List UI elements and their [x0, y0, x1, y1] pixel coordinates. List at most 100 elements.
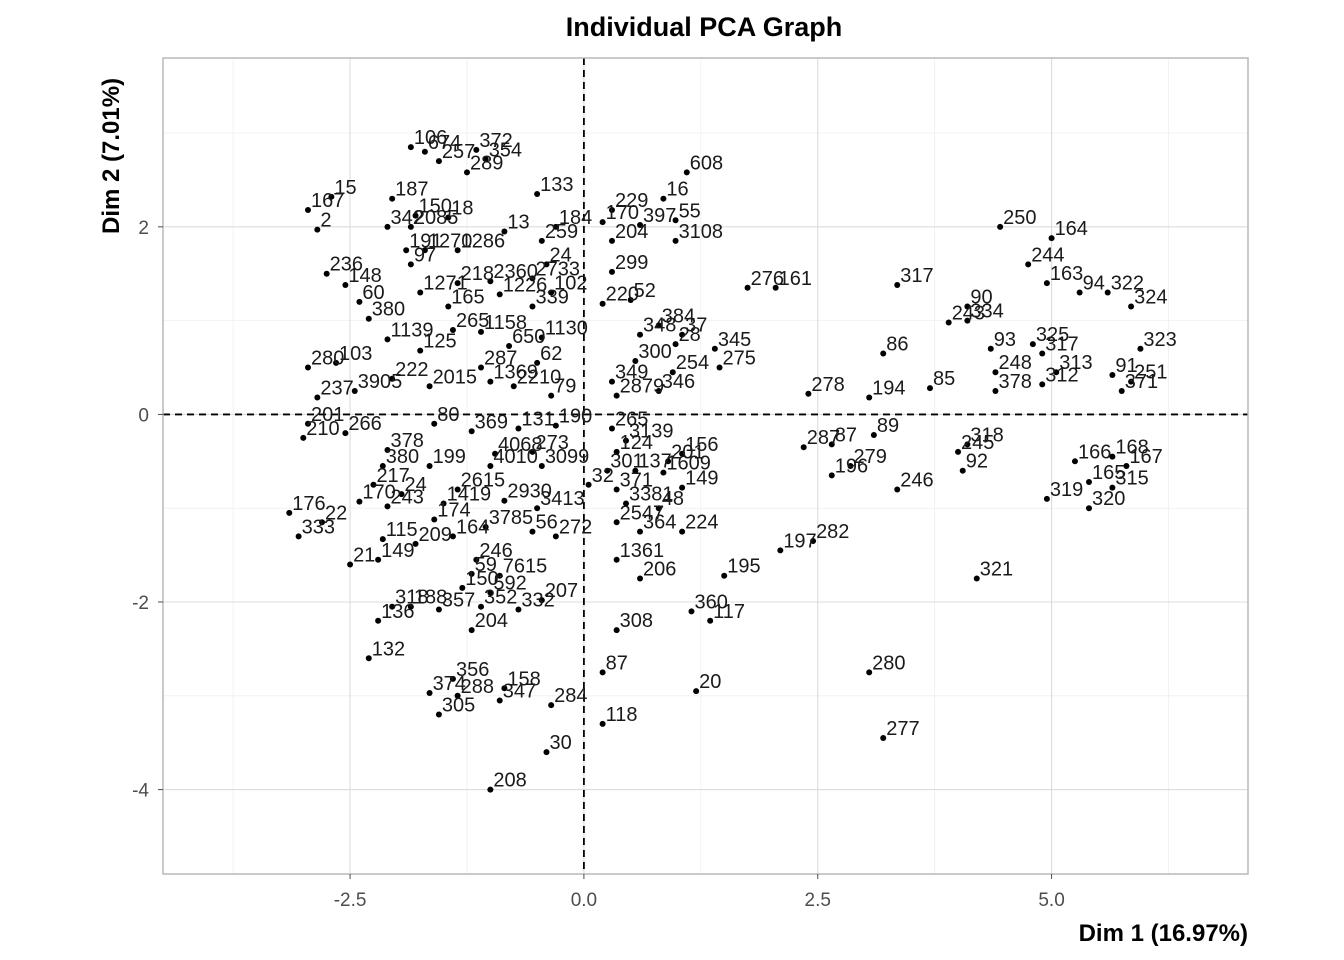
point-label: 132	[372, 638, 405, 660]
data-point	[529, 448, 536, 455]
data-point	[375, 617, 382, 624]
data-point	[707, 617, 714, 624]
data-point	[384, 447, 391, 454]
point-label: 167	[311, 190, 344, 212]
point-label: 167	[1129, 446, 1162, 468]
data-point	[426, 689, 433, 696]
data-point	[637, 221, 644, 228]
point-label: 246	[900, 469, 933, 491]
point-label: 204	[615, 221, 648, 243]
point-label: 380	[386, 446, 419, 468]
data-point	[342, 430, 349, 437]
data-point	[365, 315, 372, 322]
point-label: 18	[451, 197, 473, 219]
data-point	[1109, 453, 1116, 460]
data-point	[543, 749, 550, 756]
data-point	[534, 191, 541, 197]
data-point	[1043, 495, 1050, 502]
point-label: 90	[970, 287, 992, 309]
data-point	[721, 572, 728, 579]
point-label: 87	[606, 652, 628, 674]
chart-title: Individual PCA Graph	[566, 12, 843, 42]
data-point	[772, 284, 779, 291]
point-label: 188	[414, 587, 447, 609]
data-point	[538, 334, 545, 341]
point-label: 245	[961, 432, 994, 454]
data-point	[389, 603, 396, 610]
data-point	[716, 364, 723, 371]
data-point	[333, 359, 340, 366]
data-point	[1043, 280, 1050, 287]
point-label: 320	[1092, 488, 1125, 510]
data-point	[304, 420, 311, 427]
point-label: 315	[1115, 468, 1148, 490]
point-label: 52	[634, 280, 656, 302]
y-axis-title: Dim 2 (7.01%)	[98, 78, 125, 234]
data-point	[347, 561, 354, 568]
data-point	[407, 223, 414, 230]
data-point	[964, 441, 971, 448]
point-label: 339	[535, 287, 568, 309]
data-point	[637, 331, 644, 338]
point-label: 91	[1115, 355, 1137, 377]
point-label: 62	[540, 343, 562, 365]
data-point	[1085, 505, 1092, 512]
point-label: 308	[620, 610, 653, 632]
data-point	[585, 481, 592, 488]
data-point	[370, 481, 377, 488]
data-point	[613, 486, 620, 493]
data-point	[412, 212, 419, 219]
data-point	[672, 237, 679, 244]
data-point	[478, 603, 485, 610]
data-point	[679, 528, 686, 535]
point-label: 206	[643, 559, 676, 581]
point-label: 324	[1134, 287, 1167, 309]
data-point	[1076, 289, 1083, 296]
point-label: 2879	[620, 376, 665, 398]
x-tick-label: 5.0	[1038, 890, 1064, 911]
point-label: 1286	[461, 230, 506, 252]
point-label: 3108	[679, 221, 724, 243]
point-label: 208	[493, 770, 526, 792]
data-point	[356, 298, 363, 305]
data-point	[454, 486, 461, 493]
data-point	[548, 289, 555, 296]
data-point	[599, 669, 606, 676]
data-point	[548, 392, 555, 399]
point-label: 1369	[493, 362, 538, 384]
data-point	[744, 284, 751, 291]
point-label: 243	[390, 486, 423, 508]
data-point	[632, 357, 639, 364]
point-label: 3099	[545, 446, 590, 468]
point-label: 248	[998, 352, 1031, 374]
point-label: 28	[679, 324, 701, 346]
data-point	[608, 237, 615, 244]
point-label: 187	[395, 179, 428, 201]
point-label: 15	[334, 177, 356, 199]
data-point	[454, 692, 461, 699]
data-point	[435, 711, 442, 718]
point-label: 16	[666, 179, 688, 201]
data-point	[487, 589, 494, 596]
data-point	[1128, 378, 1135, 385]
data-point	[847, 463, 854, 469]
data-point	[304, 364, 311, 371]
data-point	[866, 669, 873, 676]
point-label: 2360	[493, 261, 538, 283]
point-label: 1361	[620, 540, 665, 562]
point-label: 1609	[666, 453, 711, 475]
data-point	[660, 195, 667, 202]
data-point	[622, 500, 629, 507]
point-label: 323	[1143, 329, 1176, 351]
data-point	[384, 336, 391, 343]
point-label: 2	[320, 210, 331, 232]
point-label: 317	[1045, 333, 1078, 355]
data-point	[501, 497, 508, 504]
point-label: 164	[1055, 218, 1088, 240]
data-point	[1109, 484, 1116, 491]
data-point	[538, 597, 545, 604]
point-label: 1158	[484, 312, 527, 334]
point-label: 334	[970, 301, 1003, 323]
data-point	[454, 280, 461, 287]
